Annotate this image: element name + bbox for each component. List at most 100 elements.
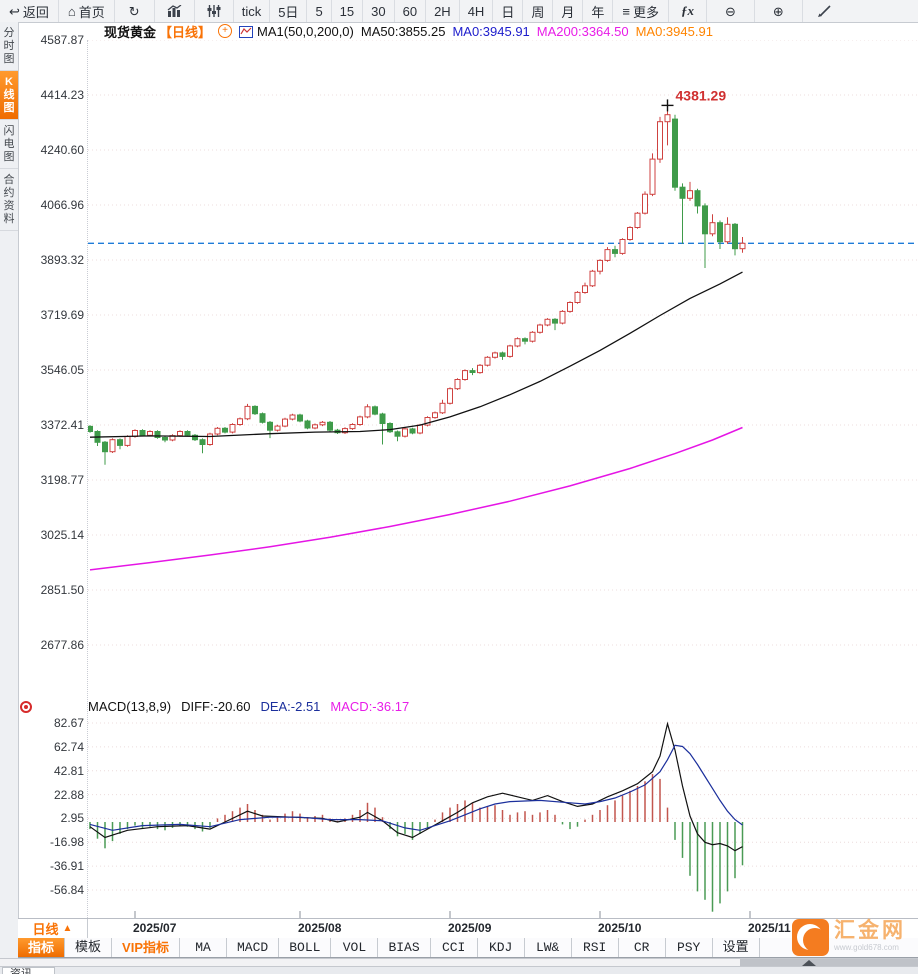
candle <box>319 421 326 427</box>
indicator-tab[interactable]: MACD <box>227 938 280 957</box>
candle <box>634 212 641 229</box>
main-price-chart[interactable]: 4381.29 <box>88 40 918 696</box>
indicator-tab[interactable]: 设置 <box>713 938 760 957</box>
news-tab[interactable]: 资讯 <box>2 967 55 974</box>
candle <box>717 220 723 249</box>
home-label: 首页 <box>78 4 105 20</box>
zoom-out-icon: ⊖ <box>725 3 736 19</box>
draw-tool-button[interactable] <box>803 0 845 22</box>
indicator-tab[interactable]: CCI <box>431 938 478 957</box>
candle <box>207 432 213 446</box>
price-axis-label: 3372.41 <box>40 417 84 432</box>
ma0-orange-value: MA0:3945.91 <box>635 23 713 39</box>
candle <box>447 387 453 405</box>
candle <box>409 427 416 435</box>
period-tag: 【日线】 <box>159 24 212 40</box>
add-compare-icon[interactable]: + <box>218 24 233 38</box>
zoom-out-button[interactable]: ⊖ <box>707 0 755 22</box>
indicator-tab[interactable]: RSI <box>572 938 619 957</box>
period-button[interactable]: 月 <box>553 0 584 22</box>
period-selector-label: 日线 <box>32 922 59 937</box>
ma200-value: MA200:3364.50 <box>536 23 629 39</box>
price-axis-label: 4240.60 <box>40 142 84 157</box>
candle <box>222 427 228 434</box>
back-button[interactable]: ↩ 返回 <box>0 0 59 22</box>
ma-settings-label: MA1(50,0,200,0) <box>257 23 354 39</box>
price-axis-label: 3546.05 <box>40 362 84 377</box>
candle <box>604 247 611 262</box>
sidebar-item[interactable]: 合约资料 <box>0 169 18 231</box>
indicator-formula-button[interactable]: ƒx <box>669 0 707 22</box>
sidebar-item[interactable]: K线图 <box>0 71 18 120</box>
logo-url: www.gold678.com <box>834 943 899 952</box>
candle-chart-type-button[interactable] <box>195 0 234 22</box>
period-button[interactable]: 15 <box>332 0 364 22</box>
macd-indicator-chart[interactable] <box>88 714 918 918</box>
home-icon: ⌂ <box>67 3 76 19</box>
refresh-button[interactable]: ↻ <box>115 0 155 22</box>
indicator-tab[interactable]: VOL <box>331 938 379 957</box>
period-button[interactable]: 2H <box>426 0 460 22</box>
period-button[interactable]: 年 <box>583 0 614 22</box>
period-selector[interactable]: 日线 ▲ <box>18 919 88 939</box>
axis-divider <box>87 40 88 918</box>
period-button[interactable]: tick <box>234 0 271 22</box>
more-button[interactable]: ≡ 更多 <box>613 0 669 22</box>
back-arrow-icon: ↩ <box>9 3 20 19</box>
scrollbar-thumb[interactable] <box>740 959 918 967</box>
indicator-tab[interactable]: MA <box>180 938 227 957</box>
period-button[interactable]: 日 <box>493 0 524 22</box>
candle <box>649 153 656 197</box>
period-button[interactable]: 30 <box>363 0 395 22</box>
indicator-tab[interactable]: 指标 <box>18 938 66 957</box>
macd-axis-label: 42.81 <box>53 763 84 778</box>
indicator-tab[interactable]: PSY <box>666 938 713 957</box>
indicator-tab[interactable]: BOLL <box>279 938 332 957</box>
indicator-tab[interactable]: CR <box>619 938 666 957</box>
macd-axis-label: 2.95 <box>60 811 84 826</box>
sidebar-item[interactable]: 分时图 <box>0 22 18 71</box>
candle <box>432 411 438 419</box>
period-button[interactable]: 周 <box>523 0 554 22</box>
candle <box>282 417 288 428</box>
macd-axis-label: 62.74 <box>53 739 84 754</box>
macd-macd-value: MACD:-36.17 <box>330 699 410 714</box>
candle <box>214 427 221 436</box>
period-buttons: tick 5日 5 15 30 60 2H 4H 日周月年 <box>234 0 614 22</box>
ma0-blue-value: MA0:3945.91 <box>452 23 530 39</box>
refresh-icon: ↻ <box>128 3 140 19</box>
zoom-in-button[interactable]: ⊕ <box>755 0 803 22</box>
expand-triangle-icon[interactable] <box>802 960 816 966</box>
candle <box>574 291 581 304</box>
site-logo: 汇金网 www.gold678.com <box>792 919 906 956</box>
candle <box>117 438 123 450</box>
sidebar-item[interactable]: 闪电图 <box>0 120 18 169</box>
candle <box>499 351 506 360</box>
bar-chart-type-button[interactable] <box>155 0 195 22</box>
x-axis-label: 2025/07 <box>133 921 177 935</box>
period-button[interactable]: 60 <box>395 0 427 22</box>
candle <box>312 423 318 430</box>
candle <box>694 188 701 214</box>
period-button[interactable]: 5 <box>307 0 332 22</box>
logo-icon <box>792 919 829 956</box>
x-axis-label: 2025/10 <box>598 921 642 935</box>
candle <box>274 424 281 432</box>
macd-axis-label: -56.84 <box>49 883 84 897</box>
indicator-tab[interactable]: 模板 <box>65 938 113 957</box>
period-button[interactable]: 5日 <box>270 0 308 22</box>
home-button[interactable]: ⌂ 首页 <box>59 0 115 22</box>
period-button[interactable]: 4H <box>460 0 494 22</box>
indicator-tab[interactable]: BIAS <box>378 938 431 957</box>
candle <box>297 413 303 423</box>
peak-price-annotation: 4381.29 <box>676 87 727 103</box>
candle <box>462 369 468 381</box>
ma-settings-icon[interactable] <box>239 25 254 38</box>
candle <box>252 405 258 415</box>
indicator-tab[interactable]: LW& <box>525 938 572 957</box>
indicator-tab[interactable]: KDJ <box>478 938 525 957</box>
indicator-settings-icon[interactable] <box>20 701 32 713</box>
indicator-tab[interactable]: VIP指标 <box>112 938 180 957</box>
candle <box>454 378 461 390</box>
price-axis-label: 2677.86 <box>40 638 84 652</box>
